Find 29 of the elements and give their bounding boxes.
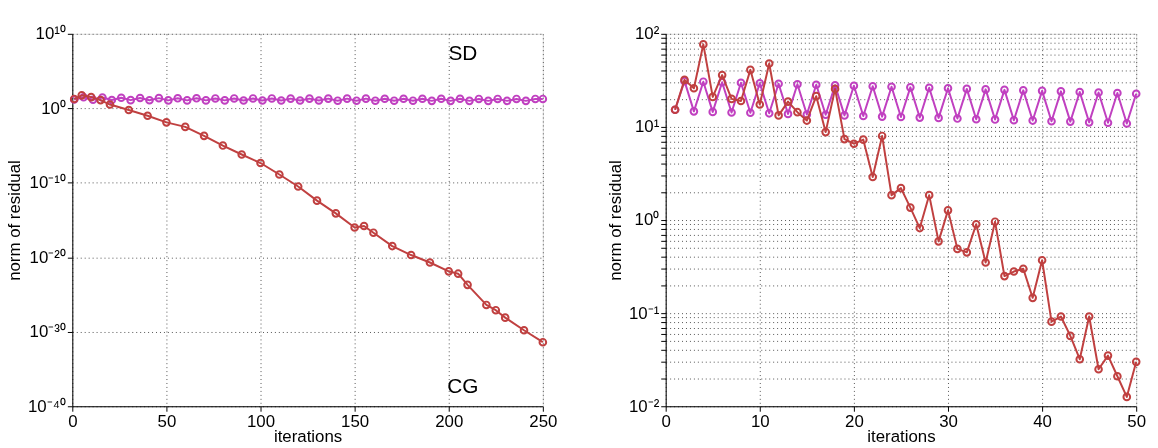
y-tick-label: 10⁰ [41, 98, 66, 118]
x-tick-label: 0 [661, 411, 671, 431]
y-tick-label: 10⁻¹⁰ [29, 173, 66, 193]
x-tick-label: 250 [529, 411, 558, 431]
x-tick-label: 0 [68, 411, 78, 431]
x-tick-label: 200 [435, 411, 464, 431]
x-tick-label: 10 [750, 411, 770, 431]
x-tick-label: 100 [246, 411, 276, 431]
y-tick-label: 10¹⁰ [35, 24, 66, 44]
y-tick-label: 10⁻³⁰ [29, 322, 66, 342]
text: CG [447, 373, 479, 397]
x-tick-label: 30 [939, 411, 958, 431]
x-axis-title: iterations [273, 427, 343, 447]
y-axis-title: norm of residual [606, 160, 626, 281]
y-tick-label: 10⁻¹ [628, 303, 660, 323]
y-tick-label: 10¹ [634, 117, 660, 137]
x-tick-label: 50 [1127, 411, 1147, 431]
x-axis-title: iterations [867, 427, 936, 447]
x-tick-label: 40 [1033, 411, 1052, 431]
y-tick-label: 10⁻² [628, 396, 660, 416]
x-tick-label: 20 [845, 411, 864, 431]
y-tick-label: 10² [634, 24, 660, 44]
y-axis-title: norm of residual [5, 160, 25, 281]
y-tick-label: 10⁻²⁰ [29, 247, 66, 267]
series-label: SD [448, 41, 478, 65]
x-tick-label: 150 [341, 411, 370, 431]
y-tick-label: 10⁰ [634, 210, 660, 230]
y-tick-label: 10⁻⁴⁰ [27, 396, 66, 416]
x-tick-label: 50 [157, 411, 177, 431]
